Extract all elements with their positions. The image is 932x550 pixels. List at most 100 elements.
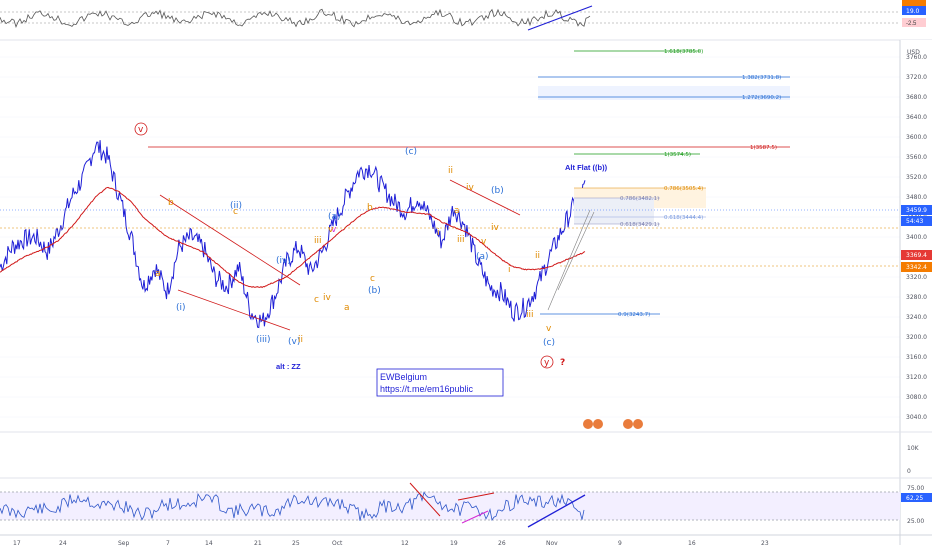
- time-tick-label: 17: [13, 540, 21, 547]
- wave-label: v: [546, 324, 552, 334]
- time-tick-label: 16: [688, 540, 696, 547]
- fib-label: 1(3587.5): [750, 145, 777, 151]
- fib-label: 1.618(3785.0): [664, 49, 703, 55]
- channel-line: [177, 289, 291, 331]
- wave-label: ii: [535, 251, 540, 261]
- wave-label: c: [314, 295, 319, 305]
- wave-label: b: [168, 198, 174, 208]
- wave-label: (b): [491, 186, 504, 196]
- fib-label: 1.382(3731.8): [742, 75, 781, 81]
- price-tick-label: 3640.0: [906, 114, 927, 121]
- fib-label: 0.786(3505.4): [664, 186, 703, 192]
- wave-label: ?: [560, 358, 565, 368]
- time-tick-label: Oct: [332, 540, 343, 547]
- wave-circle: [134, 122, 148, 136]
- wave-label: (a): [476, 252, 489, 262]
- time-tick-label: 12: [401, 540, 409, 547]
- time-tick-label: 7: [166, 540, 170, 547]
- fib-label: 0.9(3243.7): [618, 312, 650, 318]
- rsi-tag-value: 62.25: [906, 495, 923, 502]
- fib-label: 1.272(3690.2): [742, 95, 781, 101]
- top-tag-orange: [902, 0, 926, 6]
- price-tick-label: 3280.0: [906, 294, 927, 301]
- wave-label: v: [481, 237, 487, 247]
- rsi-divergence-line: [409, 482, 441, 517]
- price-tick-label: 3560.0: [906, 154, 927, 161]
- volume-tick: 0: [907, 468, 911, 475]
- channel-line: [159, 194, 301, 286]
- wave-label: (v): [288, 337, 300, 347]
- watermark-line-1: EWBelgium: [380, 372, 427, 382]
- fib-zone: [574, 198, 654, 224]
- volume-tick: 10K: [907, 445, 920, 452]
- wave-label: iv: [491, 223, 500, 233]
- event-flag-icon[interactable]: [633, 419, 643, 429]
- channel-line: [547, 209, 591, 311]
- time-tick-label: 9: [618, 540, 622, 547]
- time-tick-label: 19: [450, 540, 458, 547]
- rsi-divergence-line: [457, 492, 495, 501]
- fib-label: 0.618(3444.4): [664, 215, 703, 221]
- alt-flat-label: Alt Flat ((b)): [565, 163, 608, 172]
- rsi-tick: 25.00: [907, 518, 924, 525]
- fib-zone: [538, 86, 790, 100]
- wave-label: v: [331, 225, 337, 235]
- price-tag-countdown-value: 54:43: [906, 218, 923, 225]
- price-series: [0, 140, 586, 329]
- wave-label: b: [367, 203, 373, 213]
- time-tick-label: 25: [292, 540, 300, 547]
- price-tick-label: 3200.0: [906, 334, 927, 341]
- event-flag-icon[interactable]: [593, 419, 603, 429]
- price-tick-label: 3080.0: [906, 394, 927, 401]
- main-price-pane: 1.618(3785.0) 1.382(3731.8) 1.272(3690.2…: [0, 49, 900, 429]
- rsi-tag: [901, 493, 932, 502]
- top-tag-pink: [902, 18, 926, 27]
- price-tick-label: 3120.0: [906, 374, 927, 381]
- wave-label: ii: [298, 335, 303, 345]
- time-tick-label: Sep: [118, 540, 130, 547]
- top-tag-value: 19.0: [906, 8, 920, 15]
- price-tick-label: 3520.0: [906, 174, 927, 181]
- price-tick-label: 3720.0: [906, 74, 927, 81]
- price-tag-level: [901, 262, 932, 272]
- wave-label: (a): [328, 212, 341, 222]
- wave-label: iii: [314, 236, 322, 246]
- wave-label: c: [233, 207, 238, 217]
- wave-circle: [540, 355, 554, 369]
- wave-label: iv: [466, 183, 475, 193]
- price-axis-background: [900, 40, 932, 432]
- wave-label: a: [454, 206, 460, 216]
- wave-label: i: [508, 265, 511, 275]
- top-oscillator-pane: 19.0 -2.5: [0, 0, 926, 31]
- currency-label: USD: [907, 49, 920, 56]
- price-tick-label: 3760.0: [906, 54, 927, 61]
- price-tag-level-value: 3342.4: [906, 264, 927, 271]
- channel-line: [449, 179, 521, 216]
- time-axis-ticks: 17 24 Sep 7 14 21 25 Oct 12 19 26 Nov 9 16 23: [13, 540, 769, 547]
- rsi-trendline: [527, 494, 586, 528]
- wave-label: (c): [543, 338, 555, 348]
- volume-pane: 10K 0: [907, 445, 920, 475]
- event-flag-icon[interactable]: [583, 419, 593, 429]
- rsi-tick: 75.00: [907, 485, 924, 492]
- wave-label: v: [138, 125, 144, 135]
- price-tick-label: 3320.0: [906, 274, 927, 281]
- price-tick-label: 3160.0: [906, 354, 927, 361]
- moving-average-series: [0, 186, 586, 289]
- price-axis[interactable]: USD 3040.0 3080.0 3120.0 3160.0 3200.0 3240.0…: [899, 40, 932, 545]
- rsi-band: [0, 492, 900, 520]
- wave-label: v: [328, 225, 334, 235]
- event-flag-icon[interactable]: [623, 419, 633, 429]
- wave-label: iii: [526, 310, 534, 320]
- wave-label: (c): [405, 147, 417, 157]
- price-axis-ticks: 3040.0 3080.0 3120.0 3160.0 3200.0 3240.0 3280…: [906, 54, 927, 421]
- wave-label: ii: [448, 166, 453, 176]
- wave-label: (b): [368, 286, 381, 296]
- time-axis[interactable]: 17 24 Sep 7 14 21 25 Oct 12 19 26 Nov 9 16 23: [0, 534, 932, 547]
- wave-label: (iii): [256, 335, 271, 345]
- price-tag-countdown: [901, 216, 932, 226]
- wave-label: (iv): [276, 256, 291, 266]
- time-tick-label: Nov: [546, 540, 558, 547]
